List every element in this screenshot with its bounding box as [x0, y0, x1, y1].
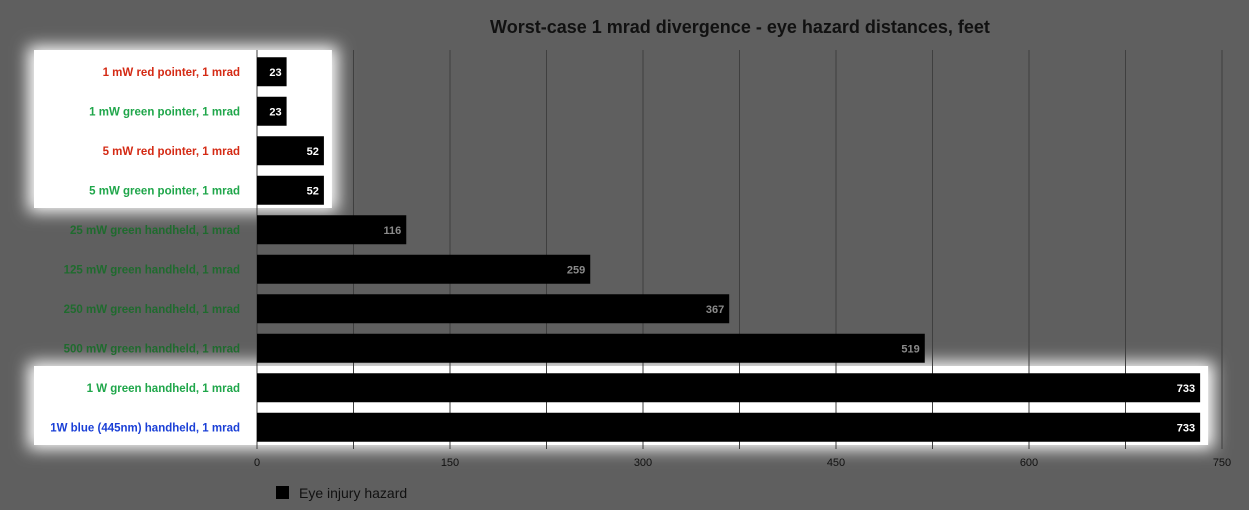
bar: [257, 333, 925, 363]
bar-value-label: 116: [384, 225, 402, 237]
category-label: 1 mW green pointer, 1 mrad: [89, 106, 240, 118]
bar: [257, 412, 1201, 442]
category-label: 1 mW red pointer, 1 mrad: [103, 67, 240, 79]
legend: Eye injury hazard: [276, 485, 407, 501]
x-tick-label: 450: [827, 457, 845, 469]
bar-value-label: 259: [567, 264, 585, 276]
bar-value-label: 23: [269, 67, 281, 79]
bar: [257, 96, 287, 126]
category-label: 1 W green handheld, 1 mrad: [87, 383, 240, 395]
bar: [257, 254, 591, 284]
category-label: 5 mW green pointer, 1 mrad: [89, 185, 240, 197]
bar-value-label: 52: [307, 185, 319, 197]
bar: [257, 373, 1201, 403]
bar-value-label: 52: [307, 146, 319, 158]
legend-label: Eye injury hazard: [299, 485, 407, 501]
x-tick-label: 600: [1020, 457, 1038, 469]
category-label: 250 mW green handheld, 1 mrad: [64, 304, 240, 316]
bar: [257, 215, 407, 245]
x-tick-label: 750: [1213, 457, 1231, 469]
bar-value-label: 367: [706, 304, 724, 316]
bar: [257, 175, 324, 205]
x-tick-label: 0: [254, 457, 260, 469]
bar: [257, 294, 730, 324]
legend-swatch: [276, 486, 289, 499]
bar-value-label: 733: [1177, 422, 1195, 434]
x-tick-label: 300: [634, 457, 652, 469]
bar: [257, 57, 287, 87]
category-label: 25 mW green handheld, 1 mrad: [70, 225, 240, 237]
category-label: 125 mW green handheld, 1 mrad: [64, 264, 240, 276]
bar: [257, 136, 324, 166]
category-label: 5 mW red pointer, 1 mrad: [103, 146, 240, 158]
x-tick-label: 150: [441, 457, 459, 469]
category-label: 1W blue (445nm) handheld, 1 mrad: [50, 422, 240, 434]
bar-value-label: 733: [1177, 383, 1195, 395]
bar-value-label: 519: [901, 343, 919, 355]
category-label: 500 mW green handheld, 1 mrad: [64, 343, 240, 355]
bar-value-label: 23: [269, 106, 281, 118]
chart-title: Worst-case 1 mrad divergence - eye hazar…: [490, 17, 990, 37]
